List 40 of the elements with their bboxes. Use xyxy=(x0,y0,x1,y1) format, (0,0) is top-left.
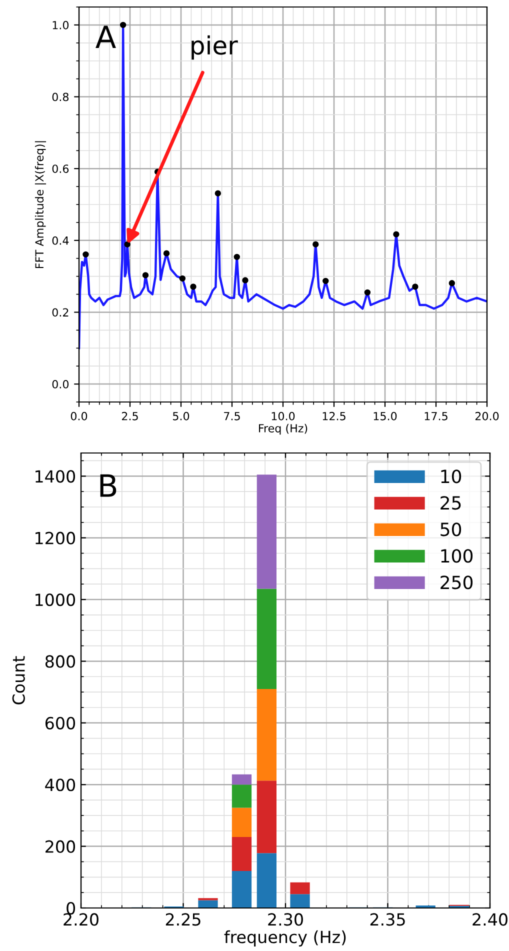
x-tick-label: 2.35 xyxy=(370,913,405,926)
x-tick-label: 2.20 xyxy=(64,913,98,926)
x-tick-label: 2.40 xyxy=(472,913,508,926)
x-tick-label: 2.5 xyxy=(122,412,138,420)
y-tick-label: 0.8 xyxy=(52,92,69,102)
y-tick-label: 0.0 xyxy=(52,380,69,388)
annotation: B xyxy=(100,474,116,497)
y-tick-label: 0.2 xyxy=(52,308,68,317)
y-tick-label: 1400 xyxy=(36,470,76,483)
y-tick-label: 0.6 xyxy=(52,164,69,173)
y-axis-title: FFT Amplitude |X(freq)| xyxy=(34,141,46,268)
y-tick-label: 200 xyxy=(46,840,76,853)
y-tick-label: 600 xyxy=(45,716,76,730)
legend-label: 250 xyxy=(440,576,473,590)
y-tick-label: 800 xyxy=(45,655,76,668)
x-axis-title: frequency (Hz) xyxy=(224,930,346,947)
x-tick-label: 17.5 xyxy=(424,412,448,420)
x-tick-label: 10.0 xyxy=(272,412,295,420)
x-tick-label: 2.25 xyxy=(166,913,200,926)
x-tick-label: 15.0 xyxy=(374,412,397,420)
x-axis-title: Freq (Hz) xyxy=(259,424,308,435)
legend-label: 100 xyxy=(441,549,473,563)
y-tick-label: 1200 xyxy=(36,532,76,544)
y-tick-label: 400 xyxy=(45,778,76,792)
legend-label: 50 xyxy=(440,522,462,536)
x-tick-label: 2.30 xyxy=(268,913,303,926)
y-tick-label: 0.4 xyxy=(52,236,69,245)
y-axis-title: Count xyxy=(12,656,25,704)
annotation: A xyxy=(96,26,116,48)
x-tick-label: 12.5 xyxy=(322,412,346,420)
y-tick-label: 1000 xyxy=(36,593,76,606)
y-tick-label: 0 xyxy=(66,902,76,915)
legend-label: 25 xyxy=(440,496,461,510)
y-tick-label: 1.0 xyxy=(52,20,69,30)
x-tick-label: 20.0 xyxy=(475,412,499,420)
x-tick-label: 7.5 xyxy=(224,412,240,420)
x-tick-label: 0.0 xyxy=(70,412,88,420)
annotation: pier xyxy=(192,35,238,60)
x-tick-label: 5.0 xyxy=(173,412,190,420)
legend-label: 10 xyxy=(441,470,462,484)
